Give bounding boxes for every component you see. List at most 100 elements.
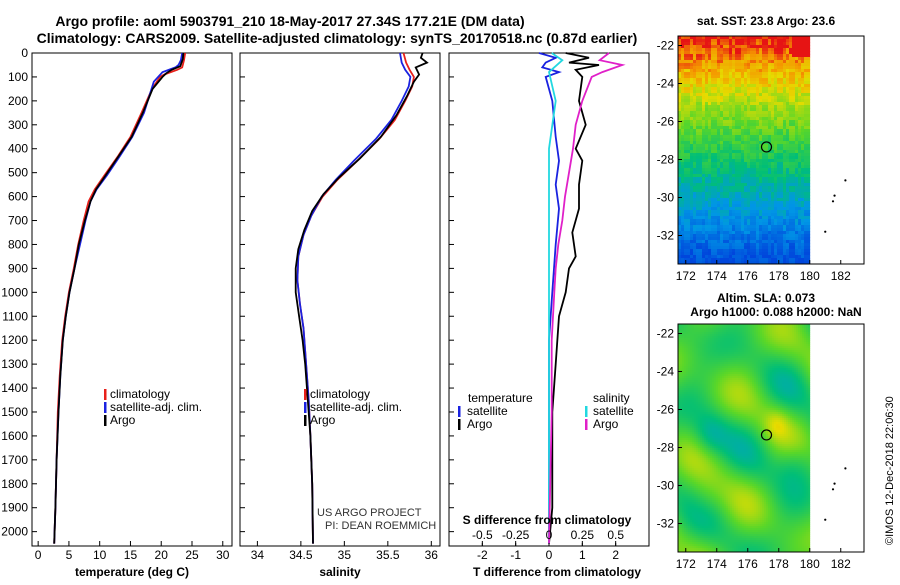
- sst-map-cell: [708, 36, 711, 39]
- sst-map-cell: [717, 144, 720, 147]
- sst-map-cell: [753, 72, 756, 75]
- sst-map-cell: [729, 135, 732, 138]
- sst-map-cell: [774, 186, 777, 189]
- sst-map-cell: [753, 192, 756, 195]
- sst-map-cell: [756, 219, 759, 222]
- sst-map-cell: [717, 117, 720, 120]
- sst-map-cell: [786, 57, 789, 60]
- depth-tick-label: 600: [8, 190, 28, 204]
- sst-map-cell: [702, 162, 705, 165]
- sst-map-cell: [750, 174, 753, 177]
- sst-map-cell: [708, 48, 711, 51]
- sst-map-cell: [693, 237, 696, 240]
- sst-map-cell: [735, 72, 738, 75]
- sst-map-cell: [774, 150, 777, 153]
- diff-top-axis-tick-label: 0.25: [571, 528, 595, 542]
- sst-map-cell: [765, 165, 768, 168]
- sst-map-cell: [759, 192, 762, 195]
- sst-map-cell: [687, 48, 690, 51]
- sst-map-cell: [795, 108, 798, 111]
- sst-map-cell: [723, 240, 726, 243]
- sst-map-cell: [705, 78, 708, 81]
- sst-map-cell: [729, 249, 732, 252]
- sst-map-cell: [804, 147, 807, 150]
- sst-map-cell: [693, 93, 696, 96]
- sst-map-cell: [753, 90, 756, 93]
- sst-map-cell: [759, 78, 762, 81]
- sst-map-cell: [780, 249, 783, 252]
- sst-map-cell: [708, 42, 711, 45]
- sst-map-cell: [717, 126, 720, 129]
- sst-map-cell: [798, 189, 801, 192]
- sst-map-cell: [777, 168, 780, 171]
- sst-map-cell: [738, 234, 741, 237]
- sst-map-cell: [741, 207, 744, 210]
- sst-map-cell: [711, 231, 714, 234]
- sst-map-cell: [756, 126, 759, 129]
- sst-map-cell: [690, 246, 693, 249]
- sst-map-cell: [804, 225, 807, 228]
- sst-map-cell: [696, 39, 699, 42]
- sst-map-cell: [747, 204, 750, 207]
- sst-map-cell: [678, 255, 681, 258]
- sst-map-cell: [789, 42, 792, 45]
- sst-map-cell: [705, 156, 708, 159]
- sst-map-cell: [765, 249, 768, 252]
- sst-map-cell: [756, 174, 759, 177]
- sst-map-cell: [690, 255, 693, 258]
- sst-map-cell: [759, 177, 762, 180]
- sst-map-cell: [777, 228, 780, 231]
- sst-map-cell: [726, 246, 729, 249]
- sst-map-cell: [681, 186, 684, 189]
- sst-map-cell: [738, 186, 741, 189]
- sst-map-cell: [678, 150, 681, 153]
- sst-map-cell: [732, 213, 735, 216]
- sst-map-cell: [771, 186, 774, 189]
- sst-map-cell: [678, 132, 681, 135]
- sst-map-cell: [750, 237, 753, 240]
- sst-map-cell: [741, 51, 744, 54]
- sst-map-cell: [762, 54, 765, 57]
- sst-map-cell: [732, 84, 735, 87]
- sst-map-cell: [804, 204, 807, 207]
- sst-map-cell: [681, 192, 684, 195]
- sst-map-cell: [690, 111, 693, 114]
- sst-map-cell: [744, 219, 747, 222]
- diff-legend-temperature-title: temperature: [468, 391, 533, 405]
- sst-map-cell: [738, 195, 741, 198]
- sst-map-cell: [786, 78, 789, 81]
- sst-map-cell: [795, 120, 798, 123]
- sst-map-cell: [744, 141, 747, 144]
- sst-map-cell: [738, 78, 741, 81]
- sst-map-cell: [693, 90, 696, 93]
- sst-map-cell: [759, 84, 762, 87]
- sst-map-cell: [777, 174, 780, 177]
- sst-map-cell: [732, 210, 735, 213]
- sst-map-cell: [714, 102, 717, 105]
- sst-map-cell: [786, 219, 789, 222]
- sst-map-cell: [780, 48, 783, 51]
- sst-map-cell: [804, 132, 807, 135]
- sst-map-cell: [780, 213, 783, 216]
- sst-map-cell: [753, 189, 756, 192]
- sst-map-cell: [723, 153, 726, 156]
- sst-map-cell: [807, 219, 810, 222]
- sst-map-cell: [765, 99, 768, 102]
- sst-map-cell: [681, 63, 684, 66]
- sst-map-cell: [780, 114, 783, 117]
- sst-map-cell: [786, 168, 789, 171]
- sst-map-cell: [690, 90, 693, 93]
- sst-map-cell: [786, 36, 789, 39]
- sst-map-cell: [750, 258, 753, 261]
- sst-map-cell: [708, 141, 711, 144]
- sst-map-cell: [792, 147, 795, 150]
- sst-map-cell: [726, 195, 729, 198]
- sst-map-cell: [777, 102, 780, 105]
- sst-map-cell: [747, 150, 750, 153]
- salinity-profile-x-tick-label: 34: [251, 548, 265, 562]
- sst-map-cell: [723, 108, 726, 111]
- sst-map-cell: [789, 51, 792, 54]
- sst-map-cell: [720, 174, 723, 177]
- sst-map-cell: [711, 213, 714, 216]
- sst-map-cell: [705, 183, 708, 186]
